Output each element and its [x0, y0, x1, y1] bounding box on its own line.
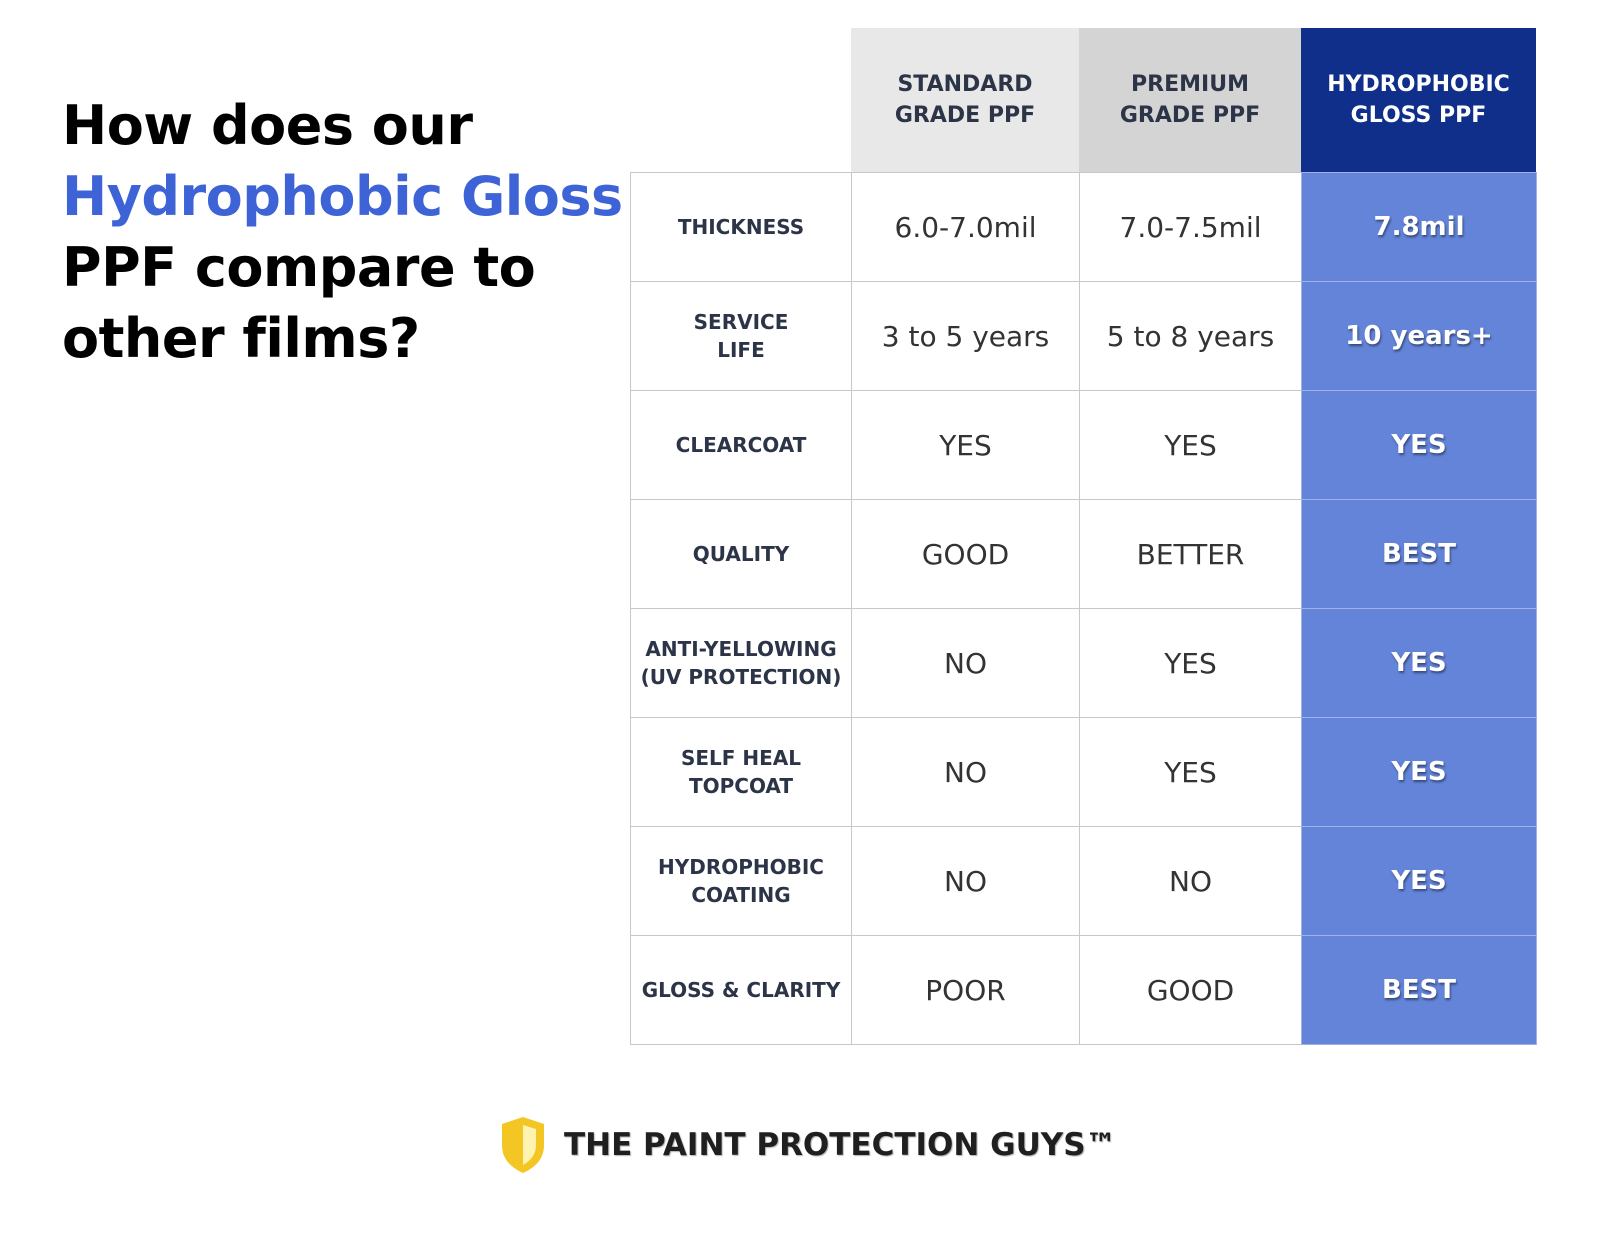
- heading-line: How does our: [62, 94, 473, 157]
- row-label: SERVICE LIFE: [630, 281, 852, 391]
- heading-line: PPF compare to: [62, 236, 536, 299]
- label-line: CLEARCOAT: [675, 433, 807, 457]
- row-label: GLOSS & CLARITY: [630, 935, 852, 1045]
- row-label: SELF HEAL TOPCOAT: [630, 717, 852, 827]
- label-line: (UV PROTECTION): [640, 665, 842, 689]
- table-cell: 7.8mil: [1301, 172, 1537, 282]
- brand: THE PAINT PROTECTION GUYS™: [564, 1127, 1117, 1163]
- label-line: GLOSS & CLARITY: [641, 978, 841, 1002]
- label-line: LIFE: [717, 338, 765, 362]
- table-cell: NO: [851, 717, 1080, 827]
- label-line: QUALITY: [692, 542, 790, 566]
- column-header: HYDROPHOBIC GLOSS PPF: [1301, 28, 1536, 172]
- label-line: THICKNESS: [677, 215, 805, 239]
- label-line: SELF HEAL: [680, 746, 802, 770]
- table-cell: YES: [1301, 390, 1537, 500]
- header-line: HYDROPHOBIC: [1327, 72, 1510, 97]
- row-label: CLEARCOAT: [630, 390, 852, 500]
- table-cell: BETTER: [1079, 499, 1302, 609]
- table-cell: GOOD: [851, 499, 1080, 609]
- table-cell: 10 years+: [1301, 281, 1537, 391]
- label-line: TOPCOAT: [688, 774, 793, 798]
- label-line: ANTI-YELLOWING: [645, 637, 837, 661]
- table-cell: 3 to 5 years: [851, 281, 1080, 391]
- label-line: COATING: [691, 883, 791, 907]
- header-line: GLOSS PPF: [1350, 103, 1487, 128]
- column-header: PREMIUM GRADE PPF: [1079, 28, 1301, 172]
- row-label: HYDROPHOBIC COATING: [630, 826, 852, 936]
- table-cell: YES: [1301, 826, 1537, 936]
- heading-line: other films?: [62, 307, 420, 370]
- footer: THE PAINT PROTECTION GUYS™: [500, 1115, 1117, 1175]
- table-cell: POOR: [851, 935, 1080, 1045]
- column-header: STANDARD GRADE PPF: [851, 28, 1079, 172]
- table-cell: YES: [1079, 390, 1302, 500]
- table-cell: BEST: [1301, 935, 1537, 1045]
- row-label: QUALITY: [630, 499, 852, 609]
- shield-logo: [502, 1117, 544, 1173]
- table-cell: NO: [1079, 826, 1302, 936]
- heading-line: Hydrophobic Gloss: [62, 165, 623, 228]
- table-cell: YES: [1301, 608, 1537, 718]
- table-cell: YES: [851, 390, 1080, 500]
- header-line: GRADE PPF: [894, 103, 1036, 128]
- table-cell: GOOD: [1079, 935, 1302, 1045]
- header-line: PREMIUM: [1131, 72, 1249, 97]
- heading: How does our Hydrophobic Gloss PPF compare…: [62, 90, 623, 374]
- table-cell: NO: [851, 826, 1080, 936]
- row-label: THICKNESS: [630, 172, 852, 282]
- table-cell: BEST: [1301, 499, 1537, 609]
- table-cell: YES: [1079, 608, 1302, 718]
- table-cell: 6.0-7.0mil: [851, 172, 1080, 282]
- header-line: STANDARD: [897, 72, 1033, 97]
- table-cell: 7.0-7.5mil: [1079, 172, 1302, 282]
- label-line: HYDROPHOBIC: [658, 855, 824, 879]
- table-cell: YES: [1079, 717, 1302, 827]
- row-label: ANTI-YELLOWING (UV PROTECTION): [630, 608, 852, 718]
- header-line: GRADE PPF: [1119, 103, 1261, 128]
- table-cell: 5 to 8 years: [1079, 281, 1302, 391]
- table-cell: YES: [1301, 717, 1537, 827]
- table-cell: NO: [851, 608, 1080, 718]
- label-line: SERVICE: [693, 310, 789, 334]
